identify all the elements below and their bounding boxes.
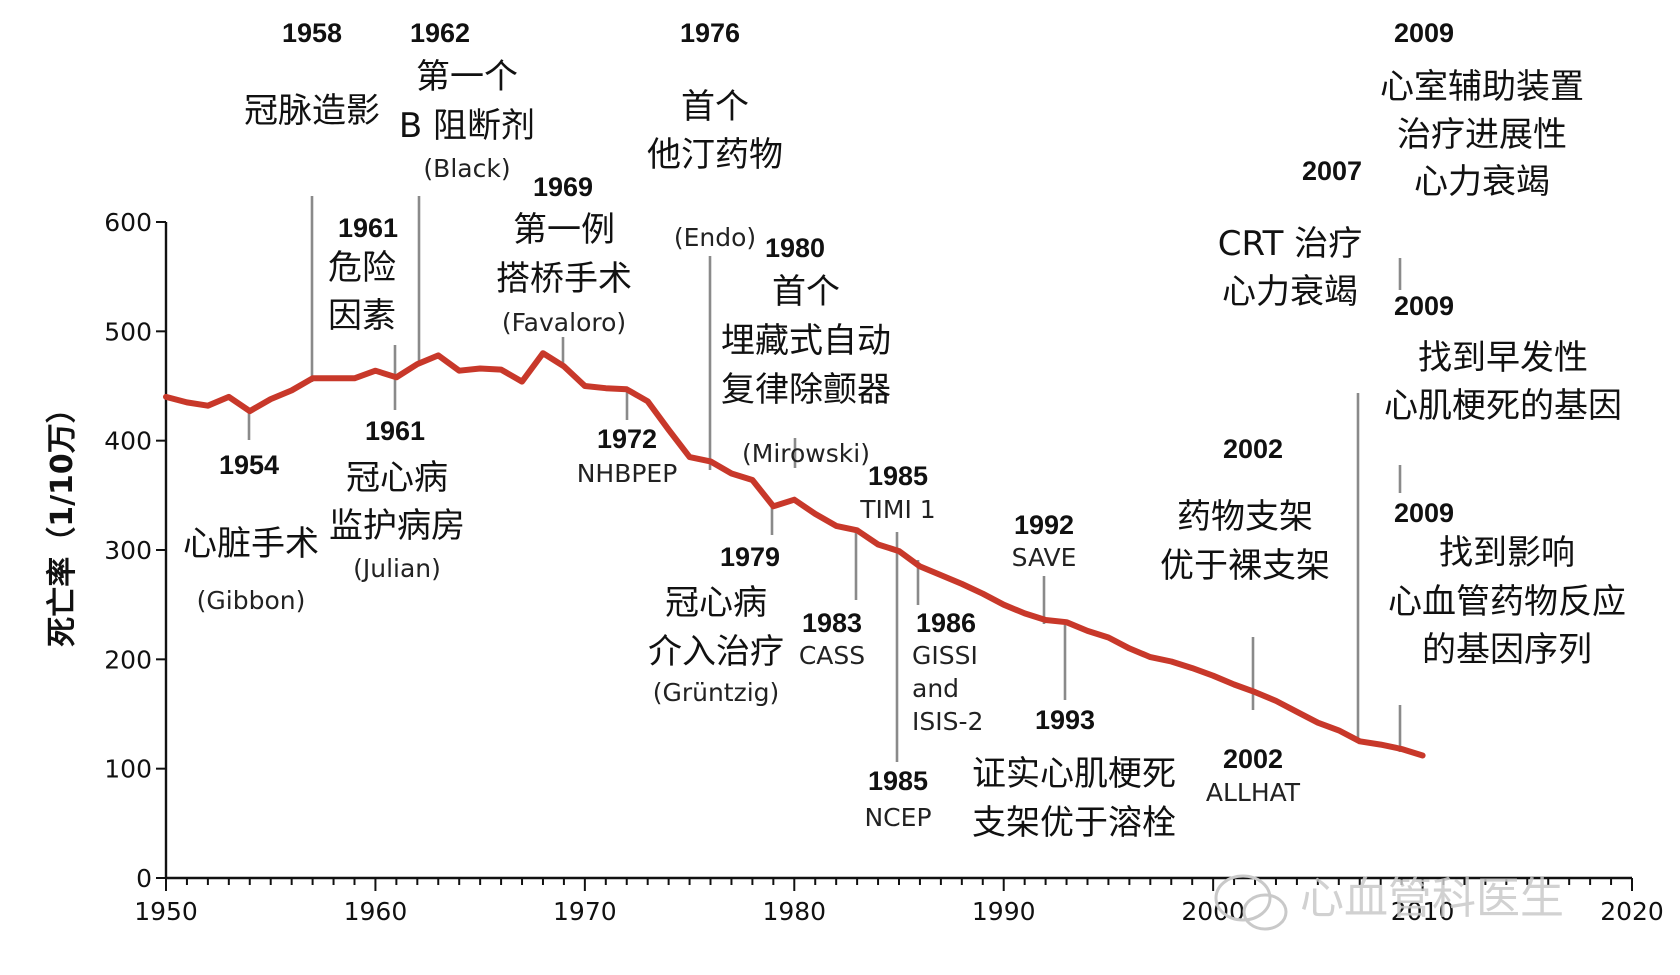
x-tick-label: 1960	[344, 897, 408, 926]
wechat-icon	[1214, 874, 1288, 931]
annotation-text: 冠脉造影	[244, 91, 380, 131]
annotation-year: 1972	[597, 424, 657, 454]
x-tick-label: 2000	[1181, 897, 1245, 926]
annotation-trial: (Endo)	[674, 223, 756, 252]
annotation-year: 1986	[916, 608, 976, 638]
annotation-text: 心室辅助装置	[1380, 67, 1584, 107]
annotation-year: 1979	[720, 542, 780, 572]
x-tick-label: 2020	[1600, 897, 1664, 926]
annotation-year: 2007	[1302, 156, 1362, 186]
series-layer	[163, 350, 1426, 759]
y-tick-label: 0	[136, 864, 152, 893]
annotation-year: 1962	[410, 18, 470, 48]
annotation-trial: GISSI	[912, 641, 978, 670]
annotation-text: 冠心病	[665, 583, 767, 623]
annotation-text: 心力衰竭	[1222, 272, 1358, 312]
annotation-text: 首个	[772, 272, 840, 312]
watermark-text: 心血管科医生	[1300, 873, 1564, 924]
annotation-text: 心力衰竭	[1414, 162, 1550, 202]
annotation-trial: (Julian)	[353, 554, 441, 583]
annotation-text: CRT 治疗	[1218, 224, 1362, 264]
annotation-text: 搭桥手术	[496, 259, 632, 299]
annotation-text: 优于裸支架	[1160, 546, 1330, 586]
annotation-text: 心血管药物反应	[1388, 582, 1626, 622]
annotation-text: 的基因序列	[1422, 630, 1592, 670]
annotation-year: 2002	[1223, 434, 1283, 464]
wechat-icon-bubble	[1242, 893, 1288, 931]
series-line	[163, 350, 1426, 759]
annotation-trial: (Mirowski)	[742, 439, 870, 468]
annotation-trial: TIMI 1	[859, 495, 935, 524]
annotation-year: 2002	[1223, 744, 1283, 774]
wechat-icon-bubble	[1214, 874, 1272, 922]
annotation-text: 治疗进展性	[1397, 115, 1567, 155]
annotation-year: 1958	[282, 18, 342, 48]
annotation-trial: ALLHAT	[1206, 778, 1301, 807]
annotation-trial: NCEP	[864, 803, 931, 832]
annotation-text: Β 阻断剂	[399, 106, 535, 146]
annotation-text: 心肌梗死的基因	[1384, 386, 1622, 426]
annotation-text: 找到影响	[1439, 533, 1575, 573]
y-tick-label: 600	[104, 208, 152, 237]
annotation-text: 心脏手术	[183, 524, 319, 564]
annotation-text: 危险	[328, 248, 396, 288]
y-tick-label: 100	[104, 755, 152, 784]
annotation-text: 他汀药物	[647, 135, 783, 175]
annotation-year: 1980	[765, 233, 825, 263]
annotation-text: 复律除颤器	[721, 370, 891, 410]
annotation-text: 第一例	[513, 210, 615, 250]
annotation-text: 埋藏式自动	[721, 321, 891, 361]
y-tick-label: 200	[104, 645, 152, 674]
annotation-trial: (Black)	[423, 154, 510, 183]
annotation-trial: (Grüntzig)	[653, 678, 780, 707]
annotation-year: 1985	[868, 461, 928, 491]
annotation-year: 1969	[533, 172, 593, 202]
annotation-year: 1992	[1014, 510, 1074, 540]
annotation-trial: NHBPEP	[577, 459, 678, 488]
annotation-text: 支架优于溶栓	[972, 803, 1176, 843]
watermark: 心血管科医生	[1214, 873, 1564, 931]
annotation-year: 1993	[1035, 705, 1095, 735]
annotation-text: 监护病房	[329, 506, 465, 546]
annotation-text: 证实心肌梗死	[972, 754, 1176, 794]
annotation-text: 因素	[328, 296, 396, 336]
annotation-text: 找到早发性	[1418, 338, 1588, 378]
x-tick-label: 1970	[553, 897, 617, 926]
annotation-year: 1976	[680, 18, 740, 48]
annotation-text: 介入治疗	[648, 632, 784, 672]
x-tick-label: 2010	[1391, 897, 1455, 926]
annotation-year: 1954	[219, 450, 279, 480]
annotation-trial: ISIS-2	[912, 707, 983, 736]
y-tick-label: 300	[104, 536, 152, 565]
x-tick-label: 1980	[762, 897, 826, 926]
annotation-year: 1985	[868, 766, 928, 796]
annotation-year: 1961	[365, 416, 425, 446]
annotation-trial: CASS	[799, 641, 865, 670]
annotation-trial: (Gibbon)	[197, 586, 306, 615]
annotation-text: 第一个	[416, 57, 518, 97]
annotation-year: 2009	[1394, 291, 1454, 321]
y-axis-label: 死亡率（1/10万）	[45, 393, 80, 647]
annotation-year: 1961	[338, 213, 398, 243]
annotation-text: 冠心病	[346, 458, 448, 498]
x-tick-label: 1950	[134, 897, 198, 926]
y-tick-label: 400	[104, 427, 152, 456]
annotation-text: 首个	[681, 87, 749, 127]
annotation-text: 药物支架	[1177, 497, 1313, 537]
x-tick-label: 1990	[972, 897, 1036, 926]
annotation-year: 2009	[1394, 498, 1454, 528]
annotation-trial: SAVE	[1012, 543, 1077, 572]
axes: 0 100 200 300 400 500 600 1950 1960 1970 1980 1990 2…	[45, 208, 1664, 926]
annotation-year: 2009	[1394, 18, 1454, 48]
annotation-trial: and	[912, 674, 959, 703]
y-tick-label: 500	[104, 317, 152, 346]
annotation-year: 1983	[802, 608, 862, 638]
annotation-trial: (Favaloro)	[502, 308, 626, 337]
